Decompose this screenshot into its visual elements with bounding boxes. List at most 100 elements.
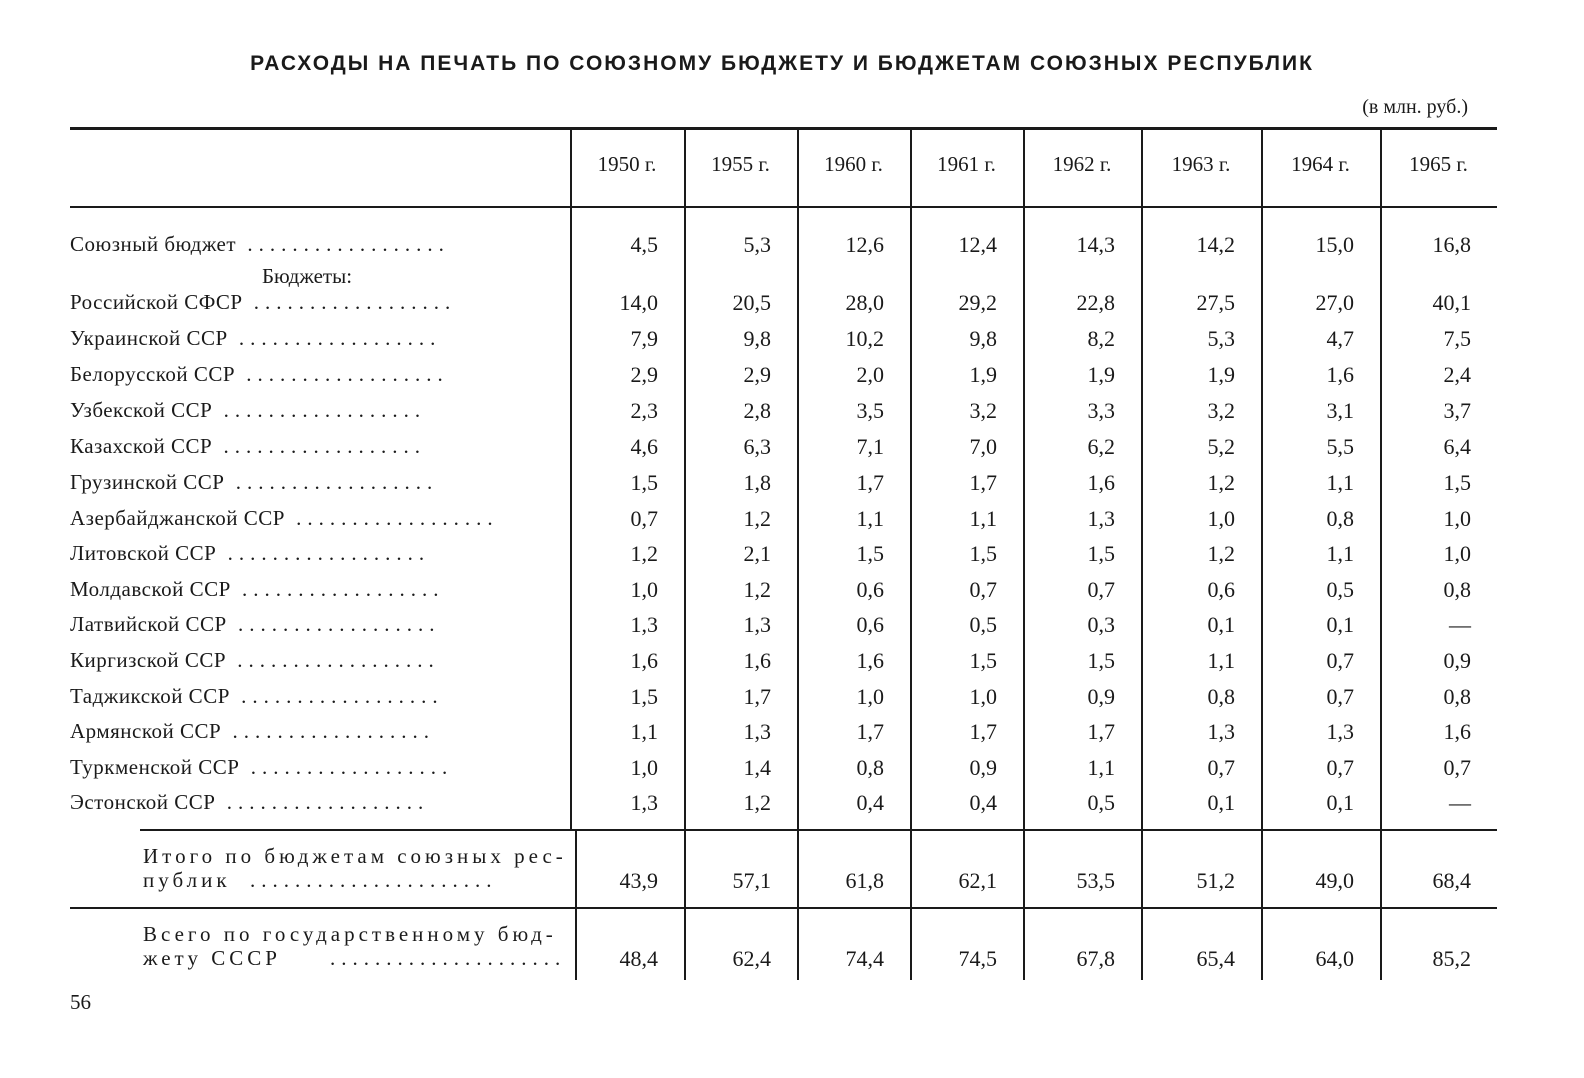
table-cell: 62,4 (732, 946, 772, 971)
row-label-text: Эстонской ССР (70, 790, 216, 814)
table-cell: 14,3 (1076, 232, 1116, 257)
row-label: Киргизской ССР .................. (70, 648, 562, 673)
table-cell: 7,5 (1443, 326, 1472, 351)
leader-dots: .................. (227, 326, 442, 350)
column-divider (1141, 830, 1143, 980)
column-divider (1261, 130, 1263, 980)
table-cell: 1,3 (630, 790, 659, 815)
year-header: 1955 г. (711, 152, 770, 176)
table-cell: 1,0 (969, 684, 998, 709)
table-cell: 1,3 (630, 612, 659, 637)
table-cell: 5,3 (1207, 326, 1236, 351)
leader-dots: .................. (215, 790, 430, 814)
row-label: Союзный бюджет .................. (70, 232, 562, 257)
table-cell: 27,5 (1196, 290, 1236, 315)
total-label-line1: Всего по государственному бюд- (143, 922, 557, 946)
table-cell: 0,4 (969, 790, 998, 815)
row-label: Азербайджанской ССР .................. (70, 506, 562, 531)
table-cell: 14,2 (1196, 232, 1236, 257)
row-label: Литовской ССР .................. (70, 541, 562, 566)
leader-dots: ...................... (250, 868, 498, 892)
subtotal-rule (140, 829, 1497, 831)
table-cell: 7,1 (856, 434, 885, 459)
table-cell: 1,5 (630, 470, 659, 495)
table-cell: 48,4 (619, 946, 659, 971)
year-header: 1965 г. (1409, 152, 1468, 176)
row-label: Узбекской ССР .................. (70, 398, 562, 423)
table-cell: 1,1 (1087, 755, 1116, 780)
table-cell: 1,1 (1326, 470, 1355, 495)
table-cell: 1,0 (630, 755, 659, 780)
table-cell: 0,7 (969, 577, 998, 602)
table-cell: 0,9 (1087, 684, 1116, 709)
table-cell: 22,8 (1076, 290, 1116, 315)
table-cell: 1,6 (856, 648, 885, 673)
table-cell: 1,7 (856, 719, 885, 744)
table-cell: 1,6 (1326, 362, 1355, 387)
table-cell: 0,8 (1443, 684, 1472, 709)
row-label-text: Белорусской ССР (70, 362, 236, 386)
table-cell: 0,1 (1207, 612, 1236, 637)
row-label: Украинской ССР .................. (70, 326, 562, 351)
row-label: Эстонской ССР .................. (70, 790, 562, 815)
table-cell: 29,2 (958, 290, 998, 315)
leader-dots: .................. (212, 434, 426, 458)
total-label-line1: Итого по бюджетам союзных рес- (143, 844, 567, 868)
table-cell: 1,3 (1326, 719, 1355, 744)
table-cell: 16,8 (1432, 232, 1472, 257)
table-cell: 0,7 (1207, 755, 1236, 780)
table-cell: 27,0 (1315, 290, 1355, 315)
row-label-text: Азербайджанской ССР (70, 506, 285, 530)
table-cell: 1,4 (743, 755, 772, 780)
leader-dots: ...................... (330, 946, 566, 970)
row-label-text: Узбекской ССР (70, 398, 213, 422)
year-header: 1950 г. (597, 152, 657, 176)
table-cell: 6,3 (743, 434, 772, 459)
table-cell: 0,6 (856, 612, 885, 637)
table-cell: 0,4 (856, 790, 885, 815)
row-label-text: Таджикской ССР (70, 684, 230, 708)
leader-dots: .................. (236, 232, 450, 256)
row-label-text: Союзный бюджет (70, 232, 237, 256)
table-cell: 4,7 (1326, 326, 1355, 351)
table-cell: 1,7 (743, 684, 772, 709)
table-cell: 85,2 (1432, 946, 1472, 971)
table-cell: 7,9 (630, 326, 659, 351)
column-divider (1141, 130, 1143, 980)
table-cell: 1,7 (856, 470, 885, 495)
table-cell: 0,7 (1443, 755, 1472, 780)
year-header: 1962 г. (1052, 152, 1112, 176)
table-cell: 8,2 (1087, 326, 1116, 351)
table-cell: 53,5 (1076, 868, 1116, 893)
column-divider (684, 130, 686, 980)
leader-dots: .................. (284, 506, 499, 530)
leader-dots: .................. (226, 612, 441, 636)
table-cell: 1,1 (1207, 648, 1236, 673)
table-cell: 28,0 (845, 290, 885, 315)
total-rule (70, 907, 1497, 909)
table-cell: 0,6 (856, 577, 885, 602)
table-cell: 0,7 (1087, 577, 1116, 602)
table-cell: 1,6 (743, 648, 772, 673)
leader-dots: .................. (212, 398, 427, 422)
column-divider (575, 830, 577, 980)
table-cell: 0,7 (1326, 648, 1355, 673)
table-cell: 74,5 (958, 946, 998, 971)
leader-dots: .................. (226, 648, 440, 672)
table-cell: 40,1 (1432, 290, 1472, 315)
row-label: Латвийской ССР .................. (70, 612, 562, 637)
year-header: 1961 г. (937, 152, 996, 176)
table-cell: 2,1 (743, 541, 772, 566)
header-rule (70, 206, 1497, 208)
table-cell: 1,9 (969, 362, 998, 387)
row-label-text: Молдавской ССР (70, 577, 231, 601)
table-cell: 64,0 (1315, 946, 1355, 971)
table-cell: 4,5 (630, 232, 659, 257)
table-cell: 1,3 (1087, 506, 1116, 531)
table-cell: 43,9 (619, 868, 659, 893)
table-cell: 3,5 (856, 398, 885, 423)
table-cell: — (1449, 790, 1471, 815)
table-cell: 10,2 (845, 326, 885, 351)
table-cell: 0,8 (1443, 577, 1472, 602)
table-cell: 0,7 (630, 506, 659, 531)
